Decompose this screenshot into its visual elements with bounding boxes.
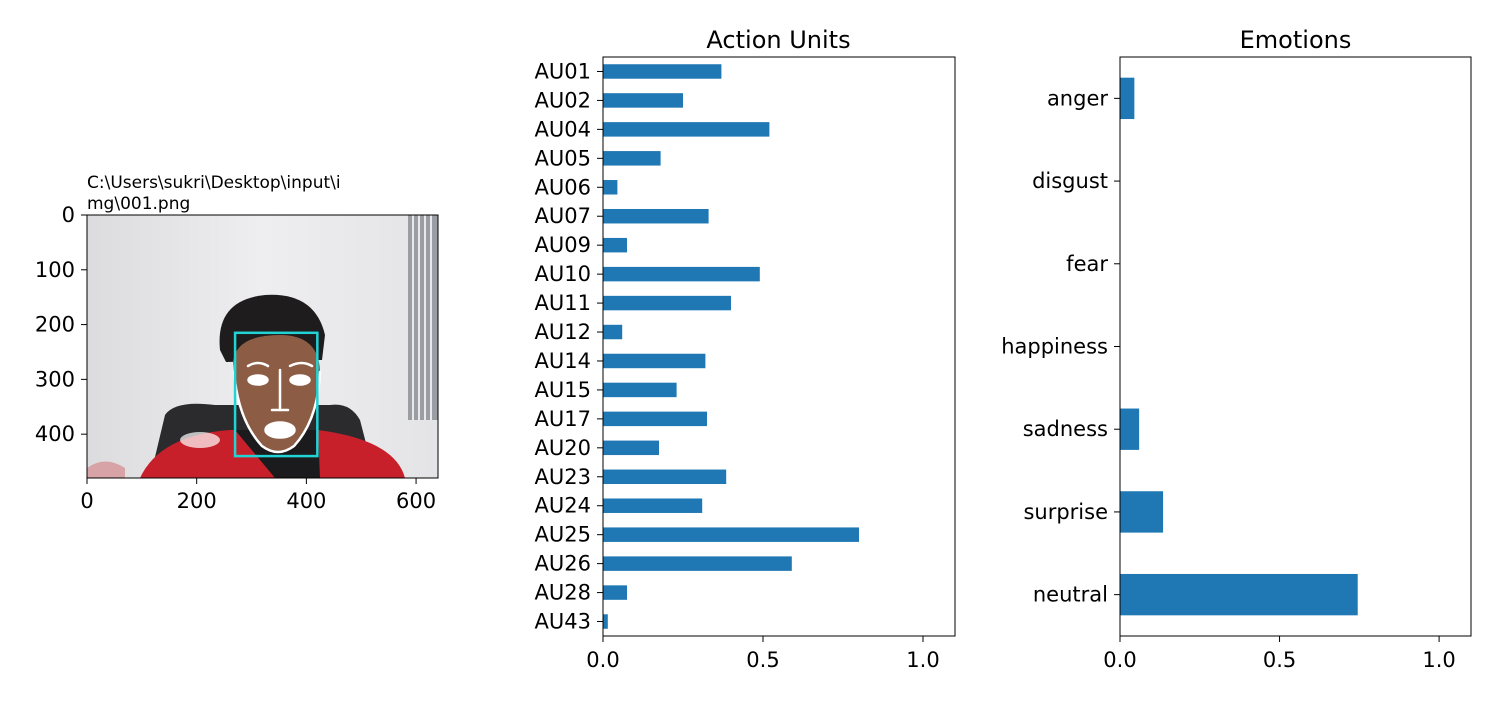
image-title-line-2: mg\001.png xyxy=(87,194,190,214)
au-label-au23: AU23 xyxy=(535,465,591,489)
au-label-au04: AU04 xyxy=(535,117,591,141)
emotion-bar-surprise xyxy=(1120,491,1164,533)
emotions-x-ticks: 0.0 0.5 1.0 xyxy=(1103,636,1456,672)
action-units-chart: Action Units AU01AU02AU04AU05AU06AU07AU0… xyxy=(535,26,956,672)
au-label-au02: AU02 xyxy=(535,88,591,112)
image-y-tick-label: 0 xyxy=(62,203,75,227)
au-bar-au24 xyxy=(603,498,703,513)
au-label-au15: AU15 xyxy=(535,378,591,402)
au-bar-au15 xyxy=(603,382,677,398)
image-y-tick-label: 400 xyxy=(35,422,75,446)
emotion-bar-sadness xyxy=(1120,408,1140,450)
x-tick-label: 0.0 xyxy=(586,648,619,672)
au-bar-au04 xyxy=(603,122,770,137)
emotion-label-happiness: happiness xyxy=(1001,335,1108,359)
au-label-au17: AU17 xyxy=(535,407,591,431)
x-tick-label: 1.0 xyxy=(906,648,939,672)
emotion-label-surprise: surprise xyxy=(1023,500,1108,524)
image-x-tick-label: 200 xyxy=(177,489,217,513)
au-label-au28: AU28 xyxy=(535,581,591,605)
au-label-au20: AU20 xyxy=(535,436,591,460)
image-title-line-1: C:\Users\sukri\Desktop\input\i xyxy=(87,173,341,193)
emotion-label-fear: fear xyxy=(1066,252,1108,276)
au-bar-au07 xyxy=(603,208,709,224)
emotion-label-disgust: disgust xyxy=(1032,169,1108,193)
au-bar-au02 xyxy=(603,93,683,108)
image-y-ticks: 0 100 200 300 400 xyxy=(35,203,87,446)
au-label-au05: AU05 xyxy=(535,146,591,170)
au-bar-au23 xyxy=(603,469,727,485)
image-x-tick-label: 400 xyxy=(286,489,326,513)
au-bar-au17 xyxy=(603,411,707,427)
image-x-tick-label: 600 xyxy=(396,489,436,513)
image-x-tick-label: 0 xyxy=(80,489,93,513)
image-panel: C:\Users\sukri\Desktop\input\i mg\001.pn… xyxy=(35,173,439,513)
au-bar-au11 xyxy=(603,295,731,311)
action-units-title: Action Units xyxy=(706,26,850,54)
image-y-tick-label: 300 xyxy=(35,367,75,391)
emotions-y-labels: anger disgust fear happiness sadness surprise… xyxy=(1001,86,1120,607)
au-bar-au06 xyxy=(603,180,618,195)
emotions-title: Emotions xyxy=(1240,26,1352,54)
x-tick-label: 1.0 xyxy=(1422,648,1455,672)
image-y-tick-label: 200 xyxy=(35,313,75,337)
face-photo xyxy=(87,215,438,478)
au-label-au01: AU01 xyxy=(535,59,591,83)
emotions-chart: Emotions anger disgust fear happiness sadnes… xyxy=(1001,26,1472,672)
x-tick-label: 0.5 xyxy=(746,648,779,672)
au-label-au12: AU12 xyxy=(535,320,591,344)
emotions-bars xyxy=(1120,77,1358,616)
image-x-ticks: 0 200 400 600 xyxy=(80,478,436,513)
image-y-tick-label: 100 xyxy=(35,258,75,282)
au-bar-au05 xyxy=(603,151,661,166)
au-bar-au14 xyxy=(603,353,706,369)
au-label-au25: AU25 xyxy=(535,523,591,547)
au-bar-au09 xyxy=(603,237,627,253)
action-units-bars xyxy=(603,64,859,629)
emotion-label-sadness: sadness xyxy=(1023,417,1108,441)
action-units-axes-frame xyxy=(602,56,956,637)
face-bounding-box xyxy=(233,331,319,458)
au-label-au10: AU10 xyxy=(535,262,591,286)
au-label-au07: AU07 xyxy=(535,204,591,228)
emotions-axes-frame xyxy=(1119,56,1472,637)
au-label-au43: AU43 xyxy=(535,610,591,634)
au-bar-au20 xyxy=(603,440,659,456)
action-units-y-labels: AU01 AU02 AU04 AU05 AU06 AU07 AU09 AU10 AU11 AU12… xyxy=(535,59,603,634)
emotion-bar-anger xyxy=(1120,77,1135,120)
x-tick-label: 0.0 xyxy=(1103,648,1136,672)
x-tick-label: 0.5 xyxy=(1263,648,1296,672)
au-label-au26: AU26 xyxy=(535,552,591,576)
au-label-au24: AU24 xyxy=(535,494,591,518)
au-bar-au10 xyxy=(603,266,760,282)
au-label-au14: AU14 xyxy=(535,349,591,373)
action-units-x-ticks: 0.0 0.5 1.0 xyxy=(586,636,940,672)
au-bar-au26 xyxy=(603,556,792,571)
au-bar-au25 xyxy=(603,527,859,542)
au-bar-au01 xyxy=(603,64,722,79)
image-axes-frame xyxy=(86,214,439,479)
au-label-au09: AU09 xyxy=(535,233,591,257)
au-bar-au43 xyxy=(603,614,608,629)
au-bar-au12 xyxy=(603,324,623,340)
emotion-label-anger: anger xyxy=(1047,86,1108,110)
au-bar-au28 xyxy=(603,585,627,600)
au-label-au11: AU11 xyxy=(535,291,591,315)
emotion-label-neutral: neutral xyxy=(1033,583,1108,607)
emotion-bar-neutral xyxy=(1120,573,1358,616)
au-label-au06: AU06 xyxy=(535,175,591,199)
